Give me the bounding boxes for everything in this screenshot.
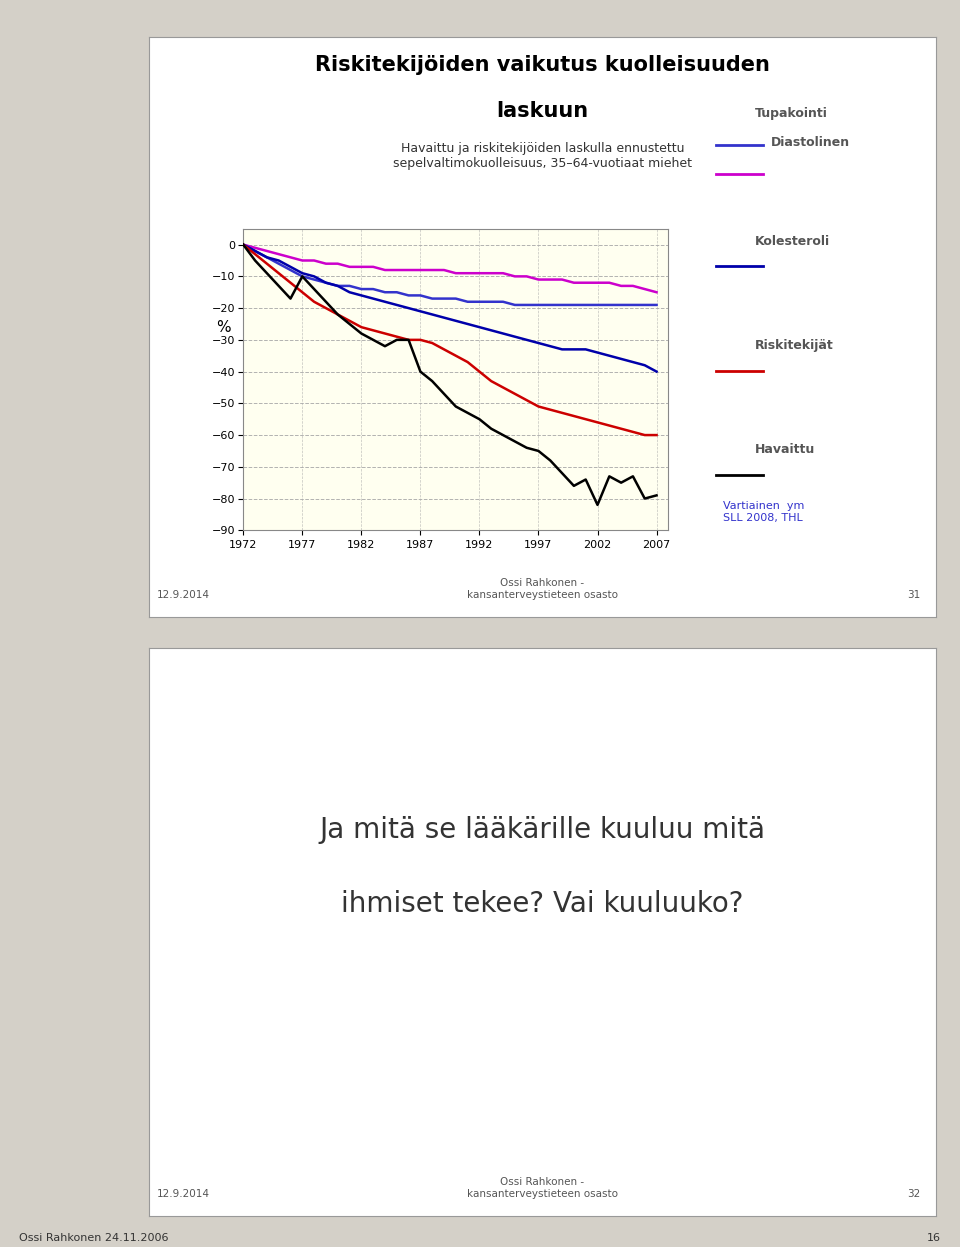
- Text: Riskitekijät: Riskitekijät: [755, 339, 833, 352]
- Text: 31: 31: [907, 590, 921, 600]
- Text: Kolesteroli: Kolesteroli: [755, 234, 830, 248]
- Text: Vartiainen  ym
SLL 2008, THL: Vartiainen ym SLL 2008, THL: [724, 501, 804, 522]
- Text: Riskitekijöiden vaikutus kuolleisuuden: Riskitekijöiden vaikutus kuolleisuuden: [315, 55, 770, 75]
- Text: %: %: [216, 319, 231, 335]
- Text: 12.9.2014: 12.9.2014: [156, 1188, 209, 1198]
- Text: 32: 32: [907, 1188, 921, 1198]
- Text: Diastolinen: Diastolinen: [771, 136, 850, 148]
- Text: ihmiset tekee? Vai kuuluuko?: ihmiset tekee? Vai kuuluuko?: [341, 890, 744, 918]
- Text: 16: 16: [926, 1233, 941, 1243]
- Text: Ossi Rahkonen 24.11.2006: Ossi Rahkonen 24.11.2006: [19, 1233, 169, 1243]
- Text: 12.9.2014: 12.9.2014: [156, 590, 209, 600]
- Text: Ossi Rahkonen -
kansanterveystieteen osasto: Ossi Rahkonen - kansanterveystieteen osa…: [467, 1177, 618, 1198]
- Text: Havaittu ja riskitekijöiden laskulla ennustettu
sepelvaltimokuolleisuus, 35–64-v: Havaittu ja riskitekijöiden laskulla enn…: [393, 142, 692, 170]
- Text: Ossi Rahkonen -
kansanterveystieteen osasto: Ossi Rahkonen - kansanterveystieteen osa…: [467, 579, 618, 600]
- Text: Havaittu: Havaittu: [755, 444, 815, 456]
- Text: Tupakointi: Tupakointi: [755, 107, 828, 120]
- Text: laskuun: laskuun: [496, 101, 588, 121]
- Text: Ja mitä se lääkärille kuuluu mitä: Ja mitä se lääkärille kuuluu mitä: [320, 816, 765, 844]
